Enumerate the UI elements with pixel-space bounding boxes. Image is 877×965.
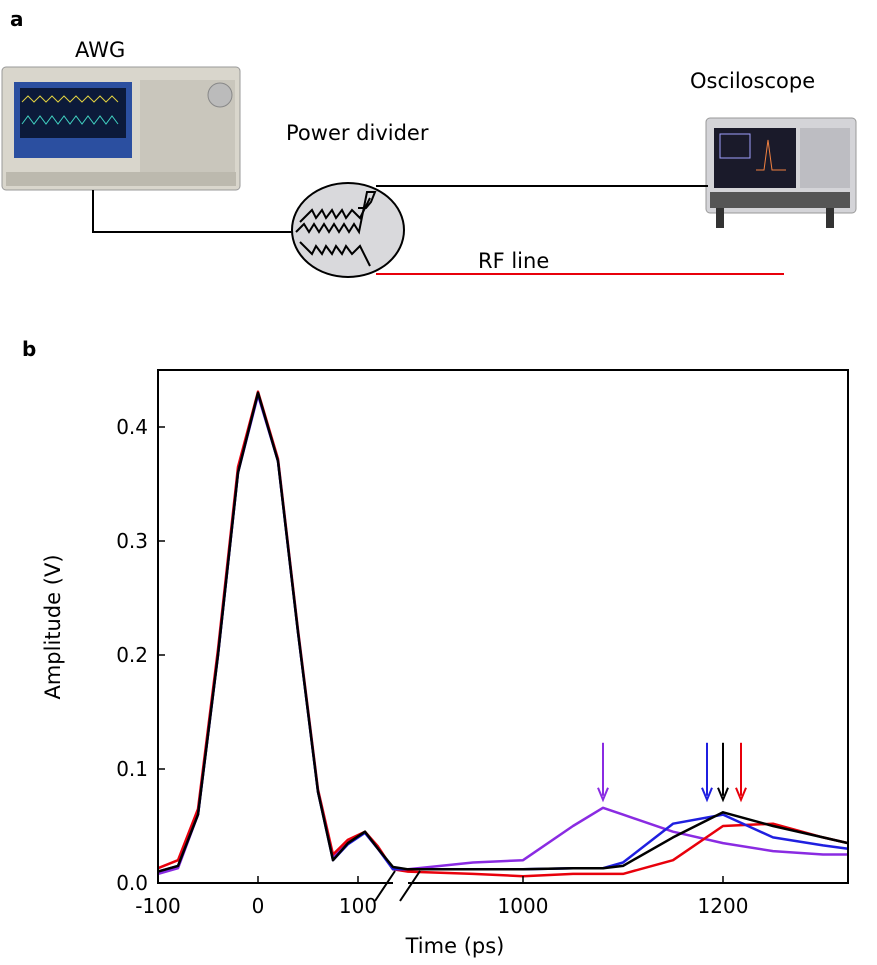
y-axis-label: Amplitude (V)	[41, 554, 65, 699]
divider-label: Power divider	[286, 121, 429, 145]
y-tick-label: 0.3	[116, 529, 148, 553]
arrow-head	[735, 787, 747, 803]
awg-device	[1, 66, 241, 191]
arrow-head	[701, 787, 713, 803]
arrow-head	[597, 787, 609, 803]
y-tick-label: 0.0	[116, 871, 148, 895]
axis-break	[399, 870, 421, 902]
y-tick-label: 0.2	[116, 643, 148, 667]
awg-label: AWG	[75, 38, 125, 62]
scope-device	[705, 117, 857, 228]
scope-label: Osciloscope	[690, 69, 815, 93]
y-tick-label: 0.1	[116, 757, 148, 781]
line-label: RF line	[478, 249, 549, 273]
plot-area: 0.0 0.1 0.2 0.3 0.4 -100 0 100 1000 1200	[116, 369, 849, 918]
panel-label: b	[22, 337, 36, 361]
arrow-head	[717, 787, 729, 803]
x-tick-label: 1200	[698, 894, 749, 918]
axes-frame	[157, 369, 849, 884]
axis-break	[374, 870, 396, 902]
data-line	[157, 392, 849, 873]
data-line	[157, 391, 849, 873]
x-tick-label: 1000	[498, 894, 549, 918]
x-tick-label: -100	[135, 894, 180, 918]
y-tick-label: 0.4	[116, 415, 148, 439]
data-line	[157, 393, 848, 876]
wiring	[92, 182, 784, 278]
axis-break-gap	[393, 881, 408, 885]
x-tick-label: 0	[252, 894, 265, 918]
panel-label: a	[10, 7, 24, 31]
x-axis-label: Time (ps)	[405, 934, 505, 958]
data-line	[157, 390, 849, 878]
x-tick-label: 100	[339, 894, 377, 918]
